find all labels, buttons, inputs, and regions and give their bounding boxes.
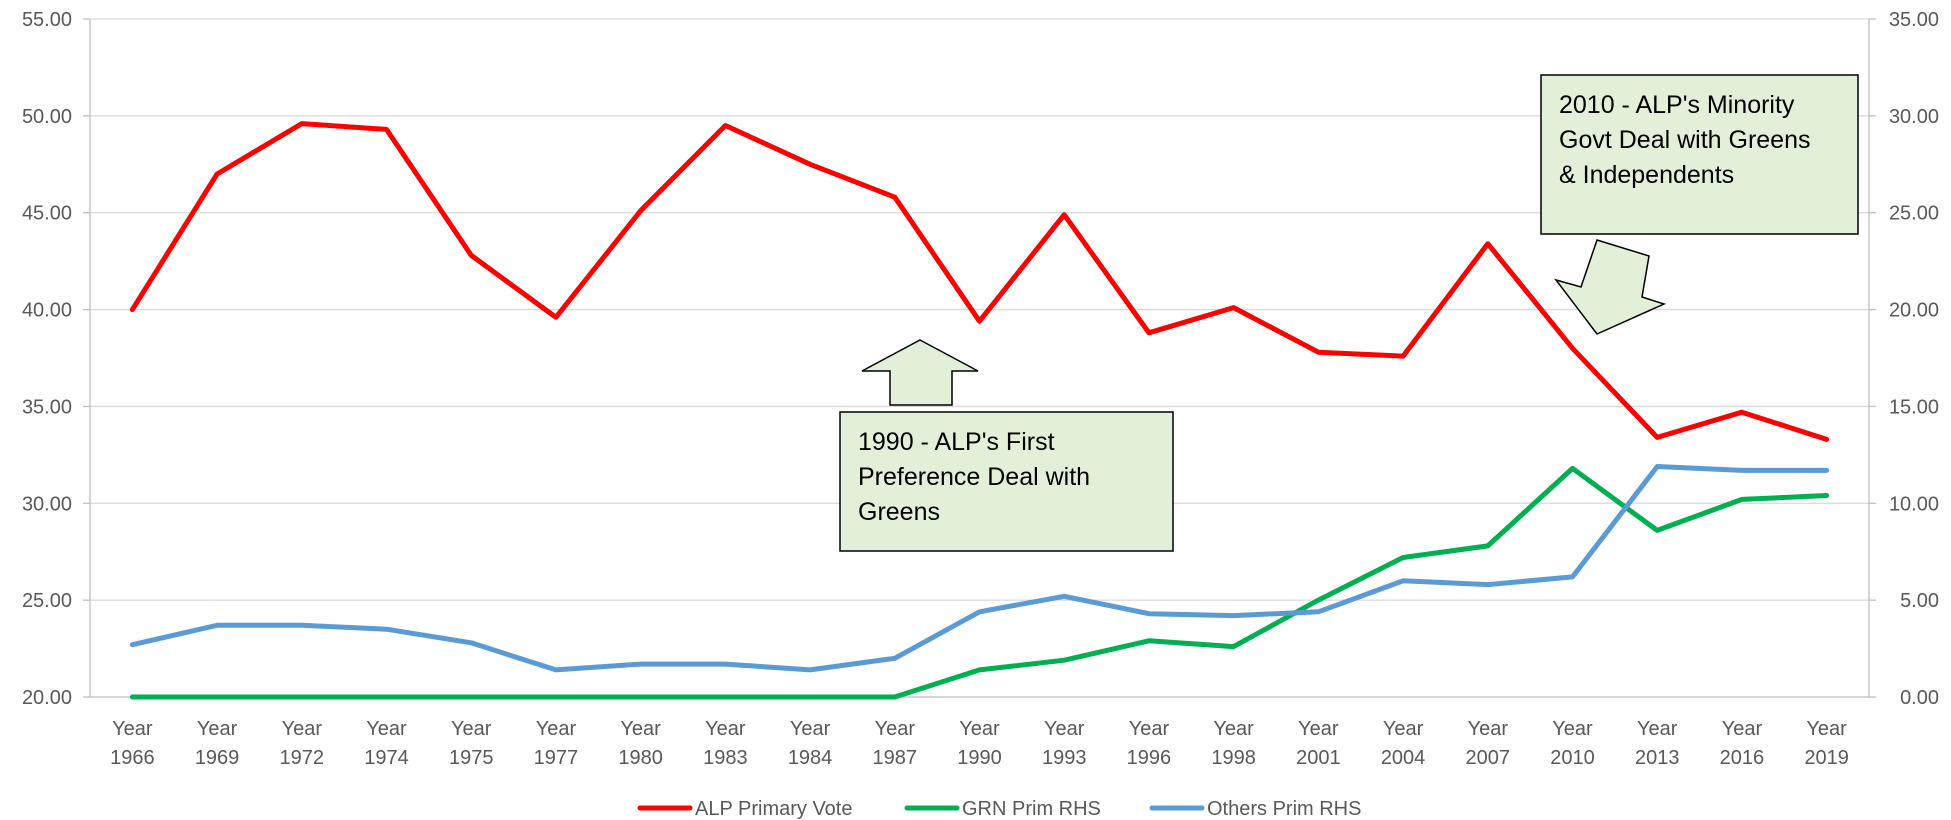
- x-axis-tick-label: Year 1983: [703, 718, 748, 769]
- callout-text: 1990 - ALP's First Preference Deal with Gr…: [858, 428, 1090, 526]
- left-axis-tick-label: 50.00: [22, 106, 72, 128]
- x-axis-tick-label: Year 1969: [195, 718, 240, 769]
- callout-box-1990: [839, 411, 1174, 552]
- left-axis-tick-label: 20.00: [22, 687, 72, 709]
- right-axis-tick-label: 10.00: [1889, 493, 1939, 515]
- callout-text: 2010 - ALP's Minority Govt Deal with Gree…: [1559, 91, 1811, 189]
- left-axis-tick-label: 55.00: [22, 9, 72, 31]
- x-axis-tick-label: Year 1984: [788, 718, 833, 769]
- x-axis-tick-label: Year 1996: [1127, 718, 1172, 769]
- right-axis-tick-label: 35.00: [1889, 9, 1939, 31]
- x-axis-tick-label: Year 1975: [449, 718, 494, 769]
- left-axis-tick-label: 45.00: [22, 203, 72, 225]
- callout-arrow-1990: [861, 339, 979, 406]
- right-axis-tick-label: 5.00: [1900, 590, 1939, 612]
- x-axis-tick-label: Year 1993: [1042, 718, 1087, 769]
- legend: ALP Primary Vote GRN Prim RHS Others Prim …: [637, 798, 1361, 820]
- left-axis-tick-label: 40.00: [22, 300, 72, 322]
- x-axis-tick-label: Year 1974: [364, 718, 409, 769]
- x-axis-tick-label: Year 2004: [1381, 718, 1426, 769]
- right-axis-tick-label: 25.00: [1889, 203, 1939, 225]
- right-axis-tick-label: 0.00: [1900, 687, 1939, 709]
- x-axis-tick-label: Year 2007: [1466, 718, 1511, 769]
- right-axis-tick-label: 30.00: [1889, 106, 1939, 128]
- legend-label: Others Prim RHS: [1207, 798, 1361, 820]
- x-axis-tick-label: Year 1966: [110, 718, 155, 769]
- x-axis-tick-label: Year 2001: [1296, 718, 1341, 769]
- legend-label: ALP Primary Vote: [695, 798, 852, 820]
- callout-box-2010: [1540, 74, 1859, 235]
- x-axis-tick-label: Year 2019: [1804, 718, 1849, 769]
- x-axis-tick-label: Year 1980: [618, 718, 663, 769]
- x-axis-tick-label: Year 1990: [957, 718, 1002, 769]
- x-axis-tick-label: Year 1987: [873, 718, 918, 769]
- x-axis-tick-label: Year 1998: [1211, 718, 1256, 769]
- right-axis-tick-label: 15.00: [1889, 396, 1939, 418]
- right-axis-tick-label: 20.00: [1889, 300, 1939, 322]
- x-axis-tick-label: Year 2016: [1720, 718, 1765, 769]
- x-axis-tick-label: Year 2013: [1635, 718, 1680, 769]
- left-axis-tick-label: 30.00: [22, 493, 72, 515]
- callout-arrow-2010: [1554, 239, 1667, 335]
- x-axis-tick-label: Year 1972: [280, 718, 325, 769]
- left-axis-tick-label: 25.00: [22, 590, 72, 612]
- legend-label: GRN Prim RHS: [962, 798, 1101, 820]
- x-axis-tick-label: Year 1977: [534, 718, 579, 769]
- x-axis-tick-label: Year 2010: [1550, 718, 1595, 769]
- left-axis-tick-label: 35.00: [22, 396, 72, 418]
